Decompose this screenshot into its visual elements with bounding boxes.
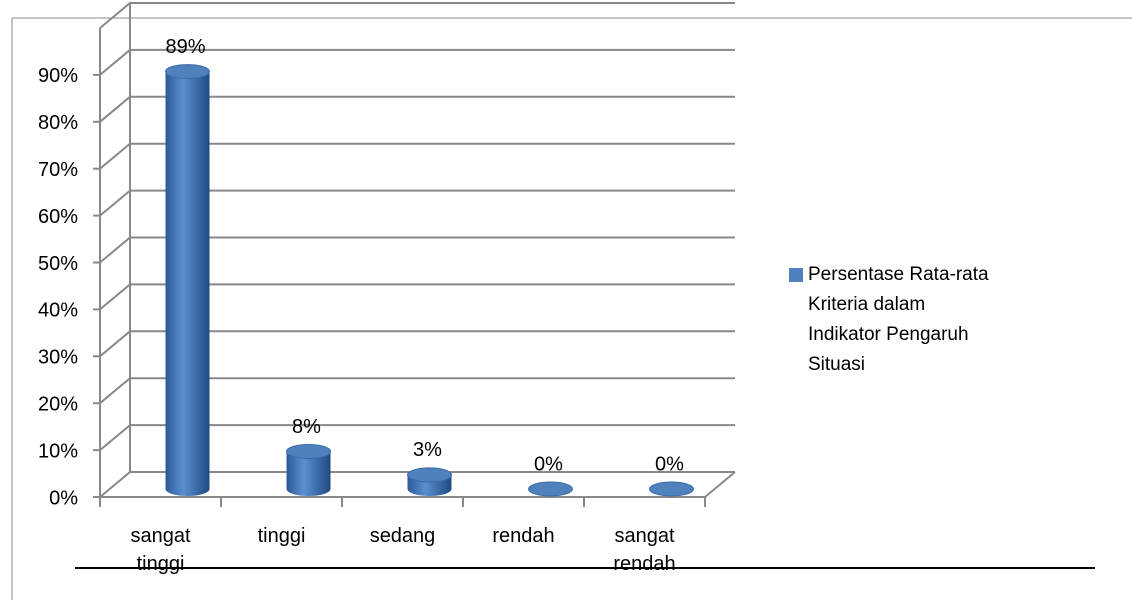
x-tick-label: tinggi [257,525,306,547]
legend-key [789,268,803,282]
x-tick-label: sangat tinggi [130,525,191,575]
bar-body [286,451,331,497]
bar-top [286,443,331,459]
grid-line [99,2,735,29]
data-label: 0% [655,453,684,475]
data-label: 0% [534,453,563,475]
bar [407,467,452,497]
bar [528,481,573,497]
y-tick-label: 40% [38,300,78,322]
y-tick-label: 10% [38,440,78,462]
data-label: 3% [413,439,442,461]
x-tick-label: rendah [492,525,555,547]
y-tick-label: 70% [38,159,78,181]
bar [649,481,694,497]
bar-top [528,481,573,497]
bar-top [165,64,210,80]
y-tick-label: 0% [49,487,78,509]
bar-body [165,71,210,497]
y-tick-label: 20% [38,393,78,415]
y-tick-label: 80% [38,112,78,134]
bar-top [407,467,452,483]
y-tick-label: 90% [38,65,78,87]
bar [165,64,210,497]
y-tick-label: 50% [38,253,78,275]
bar-top [649,481,694,497]
y-tick-label: 60% [38,206,78,228]
legend-label: Persentase Rata-rata Kriteria dalam Indi… [808,264,989,375]
bar [286,443,331,497]
x-tick-label: sangat rendah [613,525,676,575]
data-label: 89% [165,36,205,58]
x-tick-label: sedang [369,525,436,547]
y-tick-label: 30% [38,347,78,369]
data-label: 8% [292,416,321,438]
